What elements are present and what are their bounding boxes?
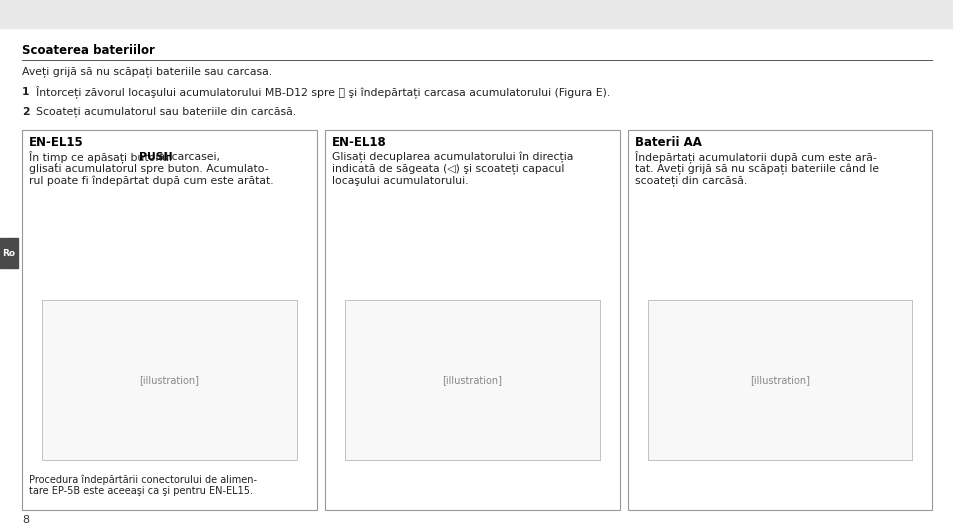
Text: tare EP-5B este aceeaşi ca şi pentru EN-EL15.: tare EP-5B este aceeaşi ca şi pentru EN-… xyxy=(29,486,253,496)
Text: Scoaterea bateriilor: Scoaterea bateriilor xyxy=(22,44,154,56)
Bar xyxy=(0,0,953,28)
Text: Procedura îndepărtării conectorului de alimen-: Procedura îndepărtării conectorului de a… xyxy=(29,475,256,485)
Text: Scoateți acumulatorul sau bateriile din carcăsă.: Scoateți acumulatorul sau bateriile din … xyxy=(36,107,295,117)
Text: Întorceți zăvorul locaşului acumulatorului MB-D12 spre ⓢ şi îndepărtați carcasa : Întorceți zăvorul locaşului acumulatorul… xyxy=(36,85,610,98)
Text: indicată de săgeata (◁) şi scoateți capacul: indicată de săgeata (◁) şi scoateți capa… xyxy=(332,164,564,174)
Text: EN-EL15: EN-EL15 xyxy=(29,135,84,149)
Text: EN-EL18: EN-EL18 xyxy=(332,135,386,149)
Text: tat. Aveți grijă să nu scăpați bateriile când le: tat. Aveți grijă să nu scăpați bateriile… xyxy=(635,164,879,175)
Bar xyxy=(0,238,18,268)
Bar xyxy=(627,130,931,510)
Text: Îndepărtați acumulatorii după cum este ară-: Îndepărtați acumulatorii după cum este a… xyxy=(635,151,876,164)
Text: PUSH: PUSH xyxy=(139,152,172,162)
Text: Glisați decuplarea acumulatorului în direcția: Glisați decuplarea acumulatorului în dir… xyxy=(332,151,573,162)
Bar xyxy=(325,130,619,510)
Text: rul poate fi îndepărtat după cum este arătat.: rul poate fi îndepărtat după cum este ar… xyxy=(29,176,274,186)
Text: al carcasei,: al carcasei, xyxy=(155,152,220,162)
Text: locaşului acumulatorului.: locaşului acumulatorului. xyxy=(332,176,468,186)
Bar xyxy=(42,300,296,460)
Text: 2: 2 xyxy=(22,107,30,117)
Text: 1: 1 xyxy=(22,87,30,97)
Text: [illustration]: [illustration] xyxy=(441,375,501,385)
Text: scoateți din carcăsă.: scoateți din carcăsă. xyxy=(635,176,746,186)
Text: 8: 8 xyxy=(22,515,30,525)
Text: [illustration]: [illustration] xyxy=(139,375,199,385)
Bar xyxy=(647,300,911,460)
Text: glisat́i acumulatorul spre buton. Acumulato-: glisat́i acumulatorul spre buton. Acumul… xyxy=(29,164,269,175)
Text: Ro: Ro xyxy=(3,249,15,258)
Bar xyxy=(345,300,599,460)
Text: Baterii AA: Baterii AA xyxy=(635,135,701,149)
Text: În timp ce apăsați butonul: În timp ce apăsați butonul xyxy=(29,151,175,164)
Text: Aveți grijă să nu scăpați bateriile sau carcasa.: Aveți grijă să nu scăpați bateriile sau … xyxy=(22,66,272,78)
Bar xyxy=(22,130,316,510)
Text: [illustration]: [illustration] xyxy=(749,375,809,385)
